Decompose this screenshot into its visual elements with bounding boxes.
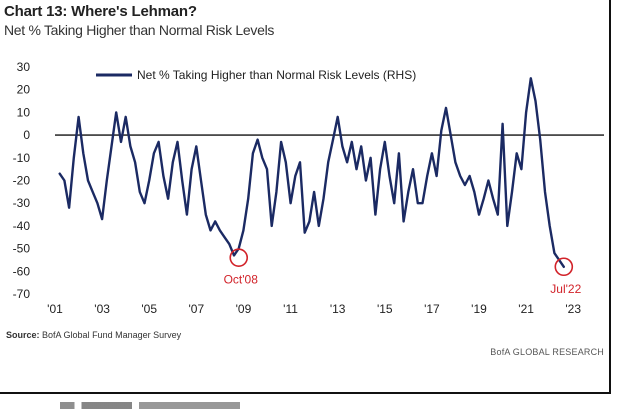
x-tick-label: '21: [518, 302, 534, 316]
y-tick-label: -10: [13, 151, 31, 165]
brand-label: BofA GLOBAL RESEARCH: [490, 347, 604, 357]
y-tick-label: 30: [17, 60, 31, 74]
y-tick-label: 0: [23, 128, 30, 142]
source-note: Source: BofA Global Fund Manager Survey: [6, 330, 181, 340]
x-tick-label: '13: [330, 302, 346, 316]
chart-frame: [0, 0, 611, 394]
x-tick-label: '23: [565, 302, 581, 316]
x-tick-label: '11: [283, 302, 298, 316]
x-tick-label: '15: [377, 302, 393, 316]
y-tick-label: -30: [13, 196, 31, 210]
y-tick-label: -40: [13, 219, 31, 233]
bottom-edge-artifact: [60, 402, 240, 409]
x-tick-label: '03: [94, 302, 110, 316]
x-tick-label: '09: [236, 302, 252, 316]
y-tick-label: -60: [13, 264, 31, 278]
y-tick-label: 20: [17, 83, 31, 97]
x-tick-label: '05: [141, 302, 157, 316]
annotation-label: Oct'08: [224, 273, 259, 287]
x-tick-label: '17: [424, 302, 440, 316]
x-tick-label: '19: [471, 302, 487, 316]
x-tick-label: '07: [189, 302, 205, 316]
source-text: BofA Global Fund Manager Survey: [42, 330, 182, 340]
legend-label: Net % Taking Higher than Normal Risk Lev…: [137, 68, 416, 82]
y-tick-label: -20: [13, 174, 31, 188]
source-label: Source:: [6, 330, 40, 340]
annotation-circle: [554, 257, 574, 277]
annotation-label: Jul'22: [550, 282, 581, 296]
y-tick-label: -50: [13, 242, 31, 256]
y-tick-label: -70: [13, 287, 31, 301]
chart-subtitle: Net % Taking Higher than Normal Risk Lev…: [4, 22, 275, 38]
y-tick-label: 10: [17, 105, 31, 119]
x-tick-label: '01: [47, 302, 63, 316]
chart-title: Chart 13: Where's Lehman?: [4, 3, 197, 20]
annotation-circle: [229, 248, 249, 267]
series-line: [58, 77, 565, 268]
